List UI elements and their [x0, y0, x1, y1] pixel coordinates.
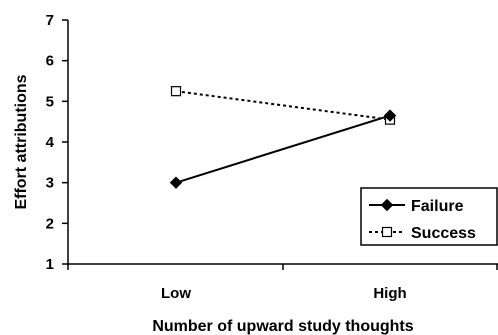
y-tick-label: 1: [46, 256, 54, 273]
legend-box: [360, 187, 498, 246]
data-point: [170, 86, 182, 97]
x-tick-label: High: [373, 285, 406, 302]
series-line: [175, 114, 391, 184]
legend: Failure Success: [360, 187, 498, 246]
x-tick-labels: Low High: [161, 285, 407, 302]
x-axis-title: Number of upward study thoughts: [152, 318, 413, 335]
legend-label: Success: [411, 225, 476, 242]
data-point: [169, 176, 183, 189]
series-success: [170, 86, 396, 125]
legend-item-failure: Failure: [369, 198, 464, 215]
x-tick-label: Low: [161, 285, 191, 302]
series-line: [175, 90, 391, 121]
series-layer: [169, 86, 397, 189]
y-tick-label: 2: [46, 215, 54, 232]
axes: [62, 19, 498, 270]
legend-item-success: Success: [369, 225, 476, 242]
legend-marker: [381, 226, 393, 238]
y-axis-title: Effort attributions: [13, 74, 30, 209]
y-tick-label: 6: [46, 53, 54, 70]
series-failure: [169, 109, 397, 189]
y-tick-label: 4: [46, 134, 55, 151]
y-tick-label: 7: [46, 12, 54, 29]
legend-label: Failure: [411, 198, 464, 215]
legend-marker: [380, 198, 394, 212]
data-point: [383, 109, 397, 122]
y-tick-label: 3: [46, 175, 54, 192]
y-tick-labels: 1 2 3 4 5 6 7: [46, 12, 55, 273]
y-tick-label: 5: [46, 93, 54, 110]
